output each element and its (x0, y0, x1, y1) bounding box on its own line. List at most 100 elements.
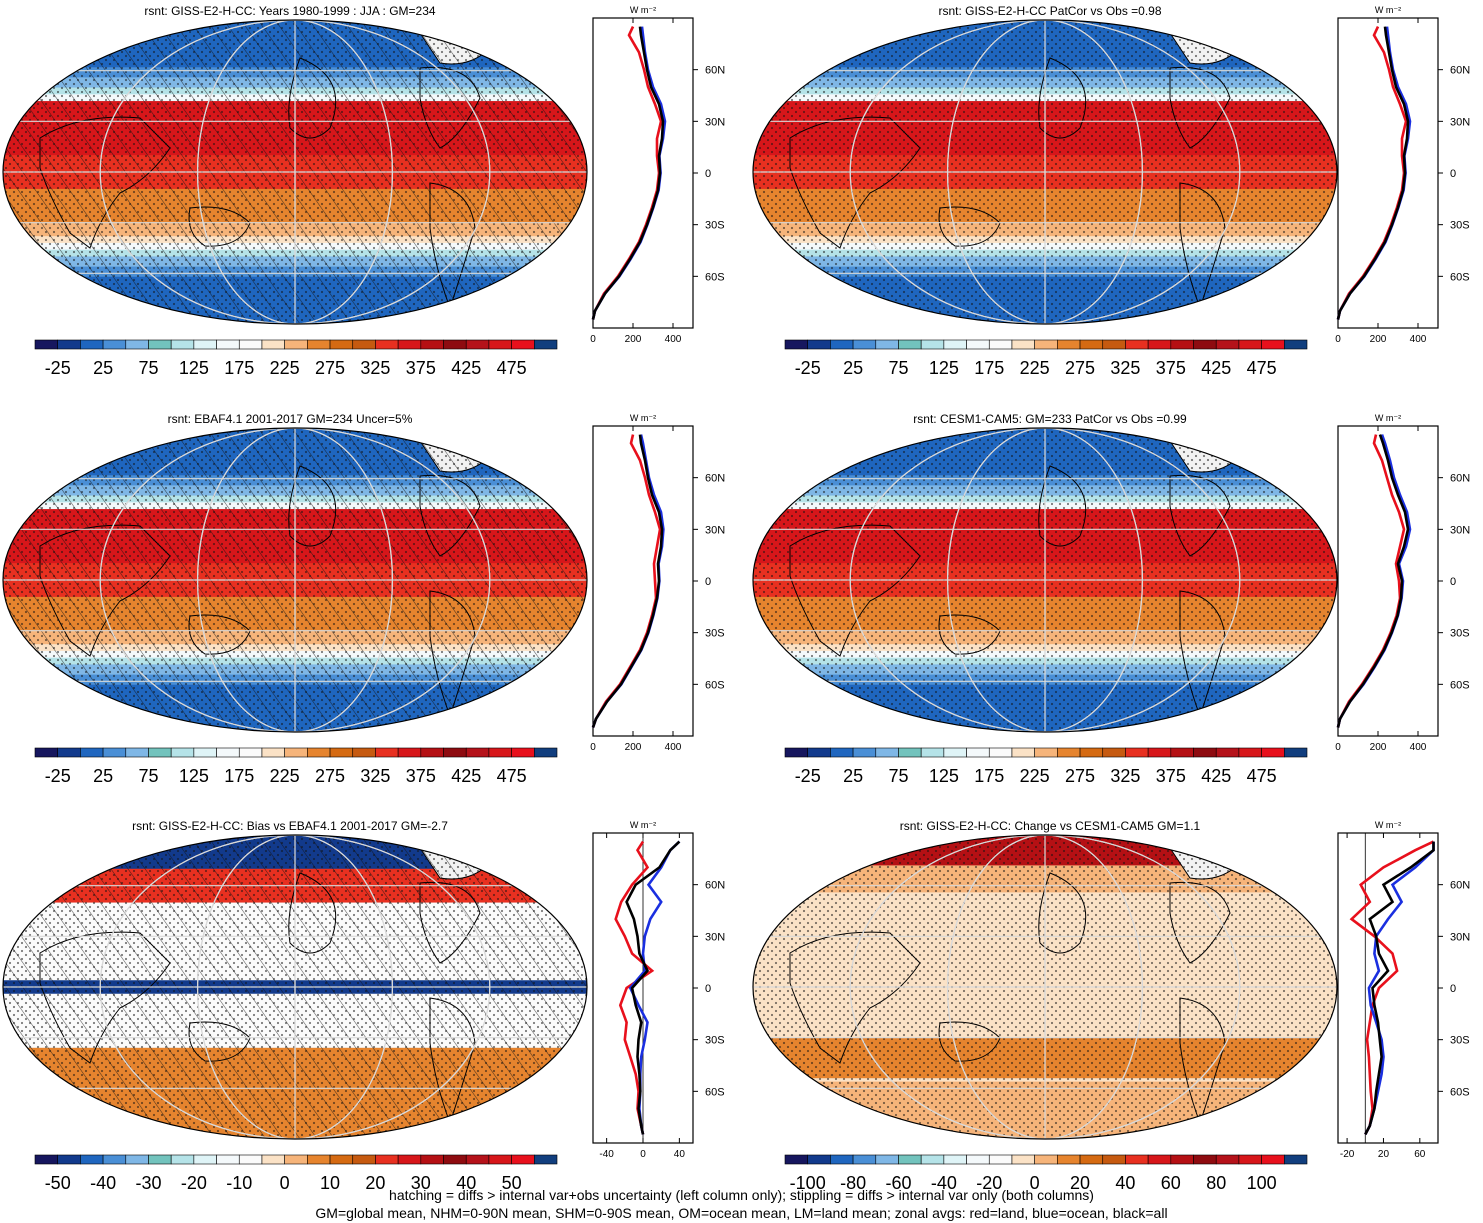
y-tick-label: 0 (705, 576, 711, 588)
colorbar-swatch (534, 748, 557, 757)
colorbar-swatch (398, 1155, 421, 1164)
colorbar-swatch (1284, 340, 1307, 349)
panel-title: rsnt: GISS-E2-H-CC PatCor vs Obs =0.98 (750, 4, 1350, 18)
colorbar-swatch (217, 748, 240, 757)
colorbar-swatch (421, 748, 444, 757)
colorbar-swatch (1148, 340, 1171, 349)
colorbar-swatch (194, 340, 217, 349)
colorbar-swatch (103, 340, 126, 349)
colorbar-swatch (1103, 340, 1126, 349)
y-tick-label: 60N (1450, 473, 1470, 485)
colorbar-label: 475 (497, 766, 527, 786)
y-tick-label: 60S (705, 1086, 725, 1098)
colorbar-swatch (171, 1155, 194, 1164)
colorbar-swatch (1012, 748, 1035, 757)
x-tick-label: 200 (1370, 742, 1387, 753)
zonal-line-all (593, 27, 663, 320)
zonal-line-ocean (593, 435, 663, 728)
colorbar-swatch (876, 1155, 899, 1164)
colorbar-swatch (330, 1155, 353, 1164)
world-map (750, 18, 1340, 338)
y-tick-label: 60S (1450, 679, 1470, 691)
x-tick-label: 400 (1410, 334, 1427, 345)
colorbar-swatch (330, 340, 353, 349)
y-tick-label: 30N (705, 116, 725, 128)
colorbar-swatch (898, 748, 921, 757)
colorbar-swatch (1239, 748, 1262, 757)
panel-title: rsnt: EBAF4.1 2001-2017 GM=234 Uncer=5% (0, 412, 580, 426)
colorbar-label: 25 (93, 766, 113, 786)
colorbar-label: 425 (1201, 358, 1231, 378)
colorbar-label: 475 (1247, 766, 1277, 786)
footer-line-2: GM=global mean, NHM=0-90N mean, SHM=0-90… (0, 1205, 1483, 1221)
colorbar-swatch (239, 340, 262, 349)
colorbar-swatch (375, 748, 398, 757)
colorbar-swatch (1012, 1155, 1035, 1164)
x-tick-label: 400 (665, 334, 682, 345)
colorbar-label: 325 (360, 358, 390, 378)
colorbar-swatch (1284, 1155, 1307, 1164)
colorbar-label: 25 (843, 766, 863, 786)
colorbar-swatch (1148, 748, 1171, 757)
x-tick-label: 400 (1410, 742, 1427, 753)
y-tick-label: 30N (705, 931, 725, 943)
colorbar-swatch (1125, 1155, 1148, 1164)
colorbar-swatch (35, 1155, 58, 1164)
colorbar-swatch (353, 748, 376, 757)
y-tick-label: 30S (705, 628, 725, 640)
x-tick-label: 40 (674, 1149, 686, 1160)
colorbar-swatch (1216, 1155, 1239, 1164)
colorbar-label: 475 (497, 358, 527, 378)
colorbar-swatch (58, 1155, 81, 1164)
colorbar-swatch (876, 748, 899, 757)
y-tick-label: 30S (1450, 220, 1470, 232)
zonal-frame (1338, 426, 1438, 736)
x-tick-label: 0 (640, 1149, 646, 1160)
colorbar-label: 125 (929, 358, 959, 378)
colorbar-label: 75 (888, 766, 908, 786)
panel-title: rsnt: GISS-E2-H-CC: Change vs CESM1-CAM5… (750, 819, 1350, 833)
colorbar-swatch (285, 1155, 308, 1164)
colorbar-swatch (512, 1155, 535, 1164)
colorbar-swatch (80, 748, 103, 757)
colorbar-swatch (217, 1155, 240, 1164)
colorbar-label: 175 (224, 766, 254, 786)
colorbar-swatch (921, 748, 944, 757)
colorbar-swatch (534, 1155, 557, 1164)
map-field (0, 833, 590, 1153)
colorbar-swatch (944, 748, 967, 757)
colorbar-swatch (1216, 748, 1239, 757)
colorbar-label: -25 (45, 766, 71, 786)
colorbar-swatch (80, 1155, 103, 1164)
y-tick-label: 0 (1450, 576, 1456, 588)
y-tick-label: 30N (1450, 931, 1470, 943)
colorbar-label: -25 (795, 766, 821, 786)
colorbar-swatch (375, 1155, 398, 1164)
colorbar-swatch (398, 340, 421, 349)
zonal-line-all (1365, 842, 1433, 1135)
colorbar-swatch (944, 340, 967, 349)
colorbar-swatch (853, 1155, 876, 1164)
colorbar-swatch (1035, 748, 1058, 757)
colorbar-swatch (1239, 1155, 1262, 1164)
y-tick-label: 0 (705, 168, 711, 180)
colorbar-swatch (989, 1155, 1012, 1164)
y-tick-label: 30S (1450, 1035, 1470, 1047)
colorbar-swatch (1035, 1155, 1058, 1164)
world-map (750, 833, 1340, 1153)
y-tick-label: 60N (705, 880, 725, 892)
y-tick-label: 30N (705, 524, 725, 536)
colorbar-swatch (1262, 340, 1285, 349)
colorbar-swatch (262, 1155, 285, 1164)
colorbar-swatch (1262, 748, 1285, 757)
colorbar-swatch (1080, 340, 1103, 349)
colorbar-swatch (1057, 1155, 1080, 1164)
zonal-line-all (593, 435, 662, 728)
colorbar-swatch (808, 748, 831, 757)
colorbar-swatch (353, 1155, 376, 1164)
colorbar-label: 175 (974, 358, 1004, 378)
